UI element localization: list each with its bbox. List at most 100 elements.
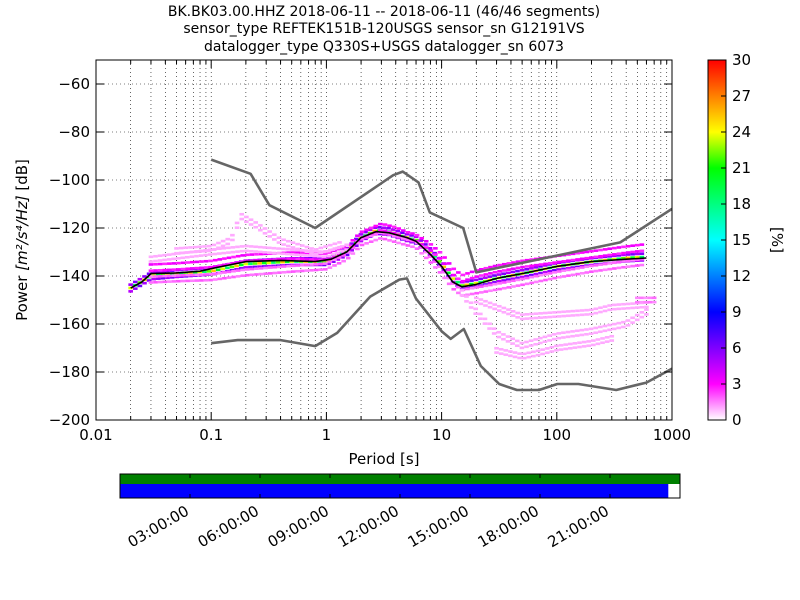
density-cell	[542, 264, 548, 267]
density-cell	[570, 309, 576, 313]
density-cell	[321, 255, 327, 258]
density-cell	[609, 334, 615, 338]
density-cell	[156, 277, 161, 280]
timeline-tick-label: 18:00:00	[475, 502, 542, 551]
density-cell	[456, 271, 461, 274]
colorbar-tick-label: 27	[732, 87, 751, 105]
density-cell	[607, 253, 613, 257]
density-cell	[538, 265, 543, 268]
density-cell	[199, 266, 204, 270]
density-cell	[570, 334, 575, 338]
density-cell	[359, 230, 365, 233]
density-cell	[216, 241, 221, 245]
x-axis-ticks: 0.01 0.1 1 10 100 1000	[79, 60, 691, 444]
density-cell	[586, 344, 592, 348]
density-cell	[451, 287, 457, 291]
density-cell	[549, 345, 555, 349]
density-cell	[570, 273, 576, 277]
density-cell	[414, 233, 420, 237]
density-cell	[604, 340, 610, 343]
density-cell	[258, 272, 264, 276]
density-cell	[254, 273, 259, 276]
density-cell	[203, 266, 209, 269]
density-cell	[506, 268, 512, 271]
density-cell	[327, 248, 333, 252]
density-cell	[519, 341, 525, 345]
density-cell	[630, 306, 635, 310]
density-cell	[132, 287, 138, 290]
density-cell	[222, 271, 227, 274]
density-cell	[607, 304, 612, 307]
density-cell	[492, 288, 498, 292]
density-cell	[326, 254, 331, 258]
density-cell	[488, 289, 493, 293]
density-cell	[593, 269, 599, 273]
density-cell	[524, 282, 530, 286]
density-cell	[253, 245, 258, 249]
density-cell	[515, 284, 521, 287]
density-cell	[203, 253, 208, 257]
density-cell	[581, 340, 587, 344]
density-cell	[551, 337, 557, 341]
density-cell	[515, 260, 521, 263]
density-cell	[280, 247, 286, 251]
density-cell	[437, 257, 443, 260]
density-cell	[621, 307, 626, 310]
density-cell	[153, 269, 158, 272]
density-cell	[647, 296, 653, 300]
density-cell	[459, 289, 465, 292]
density-cell	[584, 332, 589, 336]
density-cell	[332, 258, 337, 261]
timeline-gaps-bar	[120, 474, 680, 484]
density-cell	[266, 264, 272, 268]
density-cell	[473, 312, 479, 315]
timeline-tick-label: 06:00:00	[195, 502, 262, 551]
density-cell	[202, 270, 207, 273]
density-cell	[609, 339, 615, 342]
density-cell	[446, 282, 452, 286]
density-cell	[584, 265, 590, 269]
density-cell	[529, 312, 534, 316]
density-cell	[373, 224, 379, 228]
density-cell	[514, 339, 520, 343]
density-cell	[410, 232, 415, 235]
density-cell	[185, 273, 190, 277]
density-cell	[312, 256, 318, 260]
density-cell	[428, 243, 434, 246]
density-cell	[157, 259, 163, 262]
density-cell	[630, 244, 635, 248]
x-tick-label: 0.01	[79, 426, 112, 444]
density-cell	[387, 239, 392, 242]
density-cell	[556, 315, 562, 318]
density-cell	[630, 256, 635, 259]
density-cell	[387, 233, 392, 236]
density-cell	[565, 335, 571, 339]
density-cell	[321, 263, 327, 267]
density-cell	[137, 284, 143, 288]
density-cell	[547, 334, 552, 337]
colorbar-tick-label: 0	[732, 411, 742, 429]
density-cell	[549, 350, 555, 353]
density-cell	[277, 258, 282, 261]
density-cell	[464, 283, 470, 287]
density-cell	[602, 268, 608, 272]
density-cell	[151, 271, 157, 274]
density-cell	[501, 310, 507, 314]
density-cell	[554, 348, 559, 352]
density-cell	[281, 265, 287, 268]
density-cell	[433, 253, 438, 256]
density-cell	[473, 281, 479, 285]
density-cell	[189, 267, 195, 270]
density-cell	[442, 270, 447, 274]
density-cell	[505, 278, 511, 281]
density-cell	[364, 242, 369, 245]
density-cell	[377, 226, 382, 229]
density-cell	[547, 272, 553, 275]
density-cell	[235, 269, 241, 272]
density-cell	[332, 264, 337, 267]
density-cell	[335, 251, 340, 255]
density-cell	[294, 253, 299, 257]
density-cell	[239, 245, 245, 248]
density-cell	[185, 251, 190, 254]
density-cell	[203, 259, 209, 263]
